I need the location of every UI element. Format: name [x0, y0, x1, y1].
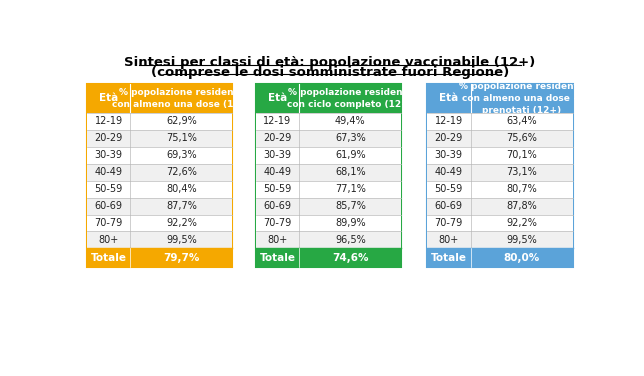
Text: 12-19: 12-19 [95, 116, 122, 126]
Text: 20-29: 20-29 [263, 133, 292, 143]
Bar [427, 164, 573, 180]
Text: 80,7%: 80,7% [506, 184, 537, 194]
Bar [87, 83, 232, 267]
Text: 20-29: 20-29 [95, 133, 122, 143]
Bar [427, 232, 573, 249]
Text: 92,2%: 92,2% [506, 218, 537, 228]
Text: Totale: Totale [260, 253, 296, 263]
Text: 67,3%: 67,3% [335, 133, 366, 143]
Bar [87, 113, 232, 130]
Text: 60-69: 60-69 [263, 201, 292, 211]
Bar [87, 197, 232, 215]
Text: 87,8%: 87,8% [506, 201, 537, 211]
Bar [427, 180, 573, 197]
Text: 99,5%: 99,5% [506, 235, 537, 245]
Text: (comprese le dosi somministrate fuori Regione): (comprese le dosi somministrate fuori Re… [151, 66, 509, 79]
Bar [87, 130, 232, 147]
Text: 85,7%: 85,7% [335, 201, 366, 211]
Text: 50-59: 50-59 [263, 184, 292, 194]
Text: 92,2%: 92,2% [166, 218, 197, 228]
Text: Sintesi per classi di età: popolazione vaccinabile (12+): Sintesi per classi di età: popolazione v… [124, 56, 536, 69]
Text: Età: Età [268, 93, 287, 103]
Text: 70,1%: 70,1% [506, 150, 537, 160]
Bar [87, 180, 232, 197]
Text: % popolazione residente
con almeno una dose (12+): % popolazione residente con almeno una d… [111, 88, 251, 109]
Text: 50-59: 50-59 [95, 184, 122, 194]
Bar [87, 164, 232, 180]
Bar [256, 130, 401, 147]
Text: 72,6%: 72,6% [166, 167, 197, 177]
Bar [256, 249, 401, 267]
Text: 12-19: 12-19 [263, 116, 292, 126]
Bar [256, 215, 401, 232]
Bar [427, 83, 573, 267]
Text: 89,9%: 89,9% [335, 218, 366, 228]
Text: 80+: 80+ [267, 235, 288, 245]
Bar [256, 83, 401, 113]
Text: 60-69: 60-69 [95, 201, 122, 211]
Text: 68,1%: 68,1% [335, 167, 366, 177]
Text: 99,5%: 99,5% [166, 235, 197, 245]
Bar [256, 113, 401, 130]
Text: 73,1%: 73,1% [506, 167, 537, 177]
Text: Età: Età [439, 93, 459, 103]
Text: 49,4%: 49,4% [335, 116, 366, 126]
Text: 40-49: 40-49 [263, 167, 292, 177]
Bar [256, 164, 401, 180]
Bar [87, 249, 232, 267]
Text: 70-79: 70-79 [435, 218, 463, 228]
Text: 20-29: 20-29 [435, 133, 463, 143]
Text: 70-79: 70-79 [95, 218, 122, 228]
Bar [427, 197, 573, 215]
Text: 75,6%: 75,6% [506, 133, 537, 143]
Bar [427, 215, 573, 232]
Text: 80,0%: 80,0% [504, 253, 540, 263]
Text: 63,4%: 63,4% [506, 116, 537, 126]
Text: 40-49: 40-49 [435, 167, 463, 177]
Text: 77,1%: 77,1% [335, 184, 366, 194]
Text: 70-79: 70-79 [263, 218, 292, 228]
Text: 80+: 80+ [99, 235, 118, 245]
Text: 96,5%: 96,5% [335, 235, 366, 245]
Text: 30-39: 30-39 [95, 150, 122, 160]
Bar [256, 232, 401, 249]
Bar [87, 215, 232, 232]
Bar [427, 147, 573, 164]
Text: 30-39: 30-39 [263, 150, 292, 160]
Bar [256, 180, 401, 197]
Text: 79,7%: 79,7% [163, 253, 200, 263]
Text: 69,3%: 69,3% [166, 150, 196, 160]
Text: % popolazione residente
con ciclo completo (12+): % popolazione residente con ciclo comple… [287, 88, 413, 109]
Text: 74,6%: 74,6% [332, 253, 368, 263]
Text: 75,1%: 75,1% [166, 133, 197, 143]
Text: 60-69: 60-69 [435, 201, 463, 211]
Bar [256, 83, 401, 267]
Text: Totale: Totale [431, 253, 467, 263]
Bar [427, 113, 573, 130]
Text: 87,7%: 87,7% [166, 201, 197, 211]
Text: 80+: 80+ [439, 235, 459, 245]
Text: Totale: Totale [91, 253, 127, 263]
Bar [256, 197, 401, 215]
Text: 12-19: 12-19 [435, 116, 463, 126]
Text: 61,9%: 61,9% [335, 150, 366, 160]
Bar [87, 83, 232, 113]
Text: Età: Età [99, 93, 118, 103]
Bar [427, 83, 573, 113]
Bar [427, 249, 573, 267]
Text: 80,4%: 80,4% [166, 184, 196, 194]
Text: % popolazione residente
con almeno una dose +
prenotati (12+): % popolazione residente con almeno una d… [459, 82, 584, 115]
Text: 50-59: 50-59 [435, 184, 463, 194]
Bar [87, 232, 232, 249]
Bar [427, 130, 573, 147]
Text: 30-39: 30-39 [435, 150, 463, 160]
Text: 62,9%: 62,9% [166, 116, 197, 126]
Text: 40-49: 40-49 [95, 167, 122, 177]
Bar [256, 147, 401, 164]
Bar [87, 147, 232, 164]
